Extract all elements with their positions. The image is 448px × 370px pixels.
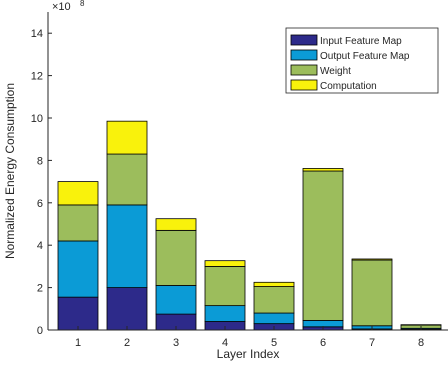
- y-tick-label: 8: [37, 155, 43, 167]
- x-tick-label: 5: [271, 337, 277, 349]
- bars-group: [57, 120, 442, 331]
- legend-label-weight: Weight: [320, 66, 351, 77]
- x-tick-label: 8: [418, 337, 424, 349]
- x-axis-label: Layer Index: [217, 347, 280, 361]
- legend-label-input-feature-map: Input Feature Map: [320, 36, 402, 47]
- bar-output-feature-map-4: [204, 305, 246, 322]
- x-tick-label: 2: [124, 337, 130, 349]
- x-tick-label: 6: [320, 337, 326, 349]
- bar-computation-3: [155, 218, 197, 231]
- bar-computation-6: [302, 168, 344, 172]
- bar-weight-6: [302, 170, 344, 321]
- y-tick-label: 2: [37, 283, 43, 295]
- bar-computation-7: [351, 258, 393, 261]
- y-tick-label: 10: [31, 113, 43, 125]
- bar-weight-2: [106, 153, 148, 206]
- legend-swatch-weight: [290, 64, 318, 76]
- y-tick-label: 14: [31, 28, 43, 40]
- y-tick-label: 0: [37, 325, 43, 337]
- legend-label-output-feature-map: Output Feature Map: [320, 51, 410, 62]
- y-axis-label: Normalized Energy Consumption: [3, 83, 17, 259]
- bar-output-feature-map-6: [302, 320, 344, 328]
- bar-input-feature-map-1: [57, 296, 99, 331]
- y-exponent-base: ×10: [52, 1, 71, 13]
- bar-input-feature-map-2: [106, 287, 148, 331]
- y-tick-label: 6: [37, 198, 43, 210]
- axes-group: [47, 12, 448, 331]
- y-tick-label: 12: [31, 71, 43, 83]
- bar-weight-1: [57, 204, 99, 242]
- legend-swatch-computation: [290, 79, 318, 91]
- bar-output-feature-map-5: [253, 312, 295, 325]
- bar-weight-7: [351, 259, 393, 327]
- legend-swatch-output-feature-map: [290, 49, 318, 61]
- y-ticks-group: 0 2 4 6 8 10 12 14: [31, 28, 52, 337]
- bar-weight-3: [155, 229, 197, 286]
- x-tick-label: 7: [369, 337, 375, 349]
- bar-computation-2: [106, 120, 148, 155]
- legend: Input Feature Map Output Feature Map Weigh…: [285, 27, 439, 94]
- y-tick-label: 4: [37, 240, 43, 252]
- x-tick-label: 3: [173, 337, 179, 349]
- bar-computation-5: [253, 281, 295, 287]
- x-tick-label: 1: [75, 337, 81, 349]
- legend-label-computation: Computation: [320, 81, 377, 92]
- y-exponent-power: 8: [80, 0, 85, 8]
- bar-computation-4: [204, 260, 246, 267]
- bar-output-feature-map-2: [106, 204, 148, 288]
- x-ticks-group: 1 2 3 4 5 6 7 8: [75, 326, 424, 349]
- bar-weight-4: [204, 265, 246, 307]
- x-tick-label: 4: [222, 337, 228, 349]
- bar-weight-5: [253, 286, 295, 314]
- bar-computation-1: [57, 181, 99, 206]
- bar-output-feature-map-3: [155, 285, 197, 315]
- bar-output-feature-map-1: [57, 240, 99, 298]
- legend-swatch-input-feature-map: [290, 34, 318, 46]
